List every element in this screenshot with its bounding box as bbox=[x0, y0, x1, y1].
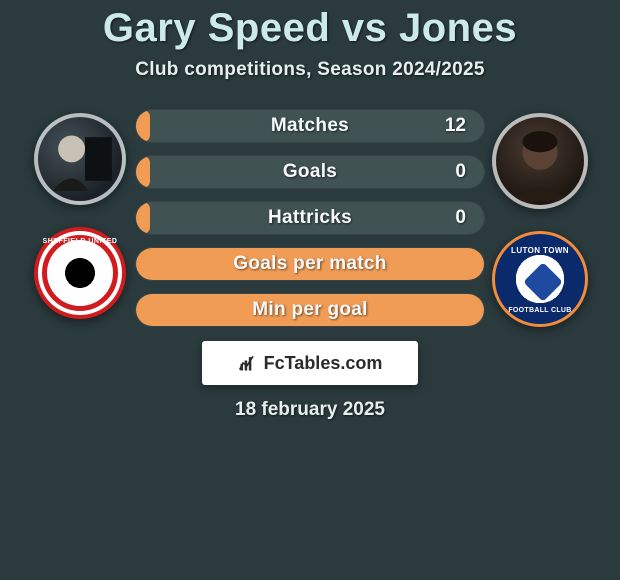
crest-right-text-bottom: FOOTBALL CLUB bbox=[495, 307, 585, 314]
bar-chart-icon bbox=[238, 353, 258, 373]
crest-left-text-bottom: 1889 bbox=[38, 298, 122, 307]
stat-bar: Hattricks0 bbox=[135, 201, 485, 235]
stat-bar: Min per goal bbox=[135, 293, 485, 327]
stat-bar: Matches12 bbox=[135, 109, 485, 143]
stat-bar-value-right: 0 bbox=[455, 156, 466, 188]
player-right-avatar bbox=[492, 113, 588, 209]
stat-bar: Goals per match bbox=[135, 247, 485, 281]
stat-bar-value-right: 0 bbox=[455, 202, 466, 234]
crest-right-text-top: LUTON TOWN bbox=[495, 246, 585, 255]
stat-bar-value-right: 12 bbox=[445, 110, 466, 142]
crest-left-text-top: SHEFFIELD UNITED F.C. bbox=[38, 238, 122, 252]
stat-bar-label: Goals bbox=[136, 156, 484, 188]
right-player-column: LUTON TOWN FOOTBALL CLUB bbox=[485, 109, 595, 327]
brand-badge[interactable]: FcTables.com bbox=[202, 341, 418, 385]
club-right-crest: LUTON TOWN FOOTBALL CLUB bbox=[492, 231, 588, 327]
comparison-card: Gary Speed vs Jones Club competitions, S… bbox=[0, 0, 620, 580]
stat-bar: Goals0 bbox=[135, 155, 485, 189]
player-left-avatar bbox=[34, 113, 126, 205]
page-title: Gary Speed vs Jones bbox=[103, 6, 517, 51]
person-icon bbox=[38, 113, 122, 205]
stat-bar-label: Hattricks bbox=[136, 202, 484, 234]
stats-bars: Matches12Goals0Hattricks0Goals per match… bbox=[135, 109, 485, 327]
stat-bar-label: Min per goal bbox=[136, 294, 484, 326]
stat-bar-label: Goals per match bbox=[136, 248, 484, 280]
subtitle: Club competitions, Season 2024/2025 bbox=[135, 59, 484, 81]
date-text: 18 february 2025 bbox=[235, 399, 385, 421]
person-icon bbox=[496, 113, 584, 209]
brand-label: FcTables.com bbox=[264, 353, 383, 374]
left-player-column: SHEFFIELD UNITED F.C. 1889 bbox=[25, 109, 135, 319]
club-left-crest: SHEFFIELD UNITED F.C. 1889 bbox=[34, 227, 126, 319]
stat-bar-label: Matches bbox=[136, 110, 484, 142]
main-row: SHEFFIELD UNITED F.C. 1889 Matches12 Goal… bbox=[0, 109, 620, 327]
